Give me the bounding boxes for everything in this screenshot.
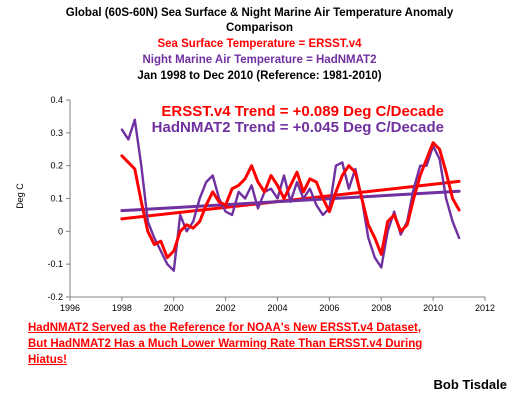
chart-title-period: Jan 1998 to Dec 2010 (Reference: 1981-20… (137, 70, 382, 82)
chart-title-line1: Global (60S-60N) Sea Surface & Night Mar… (65, 7, 454, 19)
axes-group: -0.2 -0.1 0 0.1 0.2 0.3 0.4 1996 1998 2000 2002 200… (47, 95, 495, 313)
y-axis-label: Deg C (15, 183, 25, 209)
y-tick-label: 0.1 (50, 194, 63, 204)
y-tick-label: -0.2 (47, 292, 63, 302)
ersst-series-line (120, 141, 461, 260)
x-tick-label: 2008 (371, 303, 391, 313)
chart-title-line2: Comparison (225, 22, 294, 34)
x-tick-label: 2004 (267, 303, 287, 313)
x-tick-label: 2000 (164, 303, 184, 313)
footnote-line3: Hiatus! (28, 354, 67, 366)
hadnmat-trend-annotation: HadNMAT2 Trend = +0.045 Deg C/Decade (152, 119, 444, 136)
x-tick-label: 2006 (319, 303, 339, 313)
x-tick-label: 1998 (112, 303, 132, 313)
y-tick-label: -0.1 (47, 259, 63, 269)
chart-title-hadnmat: Night Marine Air Temperature = HadNMAT2 (142, 54, 377, 66)
x-tick-label: 2002 (216, 303, 236, 313)
y-tick-label: 0.4 (50, 95, 63, 105)
x-tick-label: 1996 (60, 303, 80, 313)
x-tick-label: 2010 (423, 303, 443, 313)
chart-title-ersst: Sea Surface Temperature = ERSST.v4 (157, 38, 362, 50)
x-tick-label: 2012 (475, 303, 495, 313)
footnote-line2: But HadNMAT2 Has a Much Lower Warming Ra… (28, 338, 423, 350)
y-tick-label: 0.3 (50, 128, 63, 138)
y-tick-label: 0.2 (50, 161, 63, 171)
footnote-line1: HadNMAT2 Served as the Reference for NOA… (28, 322, 422, 334)
author-credit: Bob Tisdale (433, 377, 507, 392)
y-tick-label: 0 (58, 226, 63, 236)
series-lines-group (120, 118, 461, 272)
ersst-trend-annotation: ERSST.v4 Trend = +0.089 Deg C/Decade (161, 103, 444, 120)
